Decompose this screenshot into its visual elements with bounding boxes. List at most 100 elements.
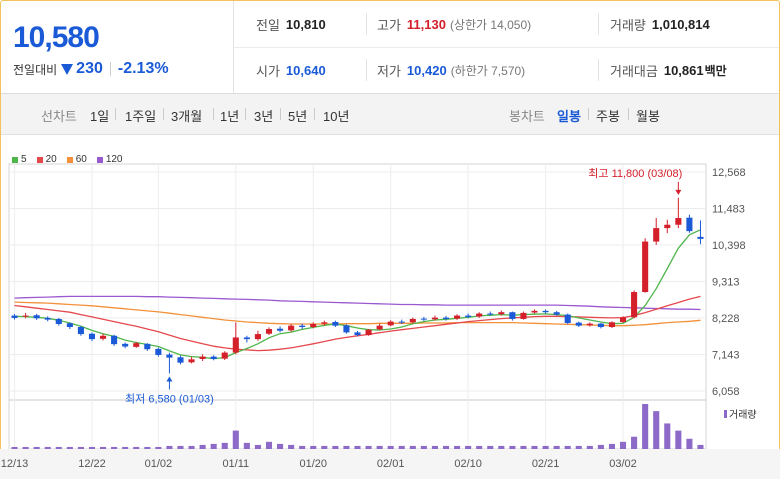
candle-body <box>55 318 62 324</box>
volume-bar <box>597 444 604 449</box>
candle-body <box>387 321 394 326</box>
change-value: 230 <box>76 60 103 77</box>
candle-body <box>542 310 549 313</box>
current-price: 10,580 <box>13 21 100 54</box>
divider <box>115 108 116 120</box>
amount-label: 거래대금 <box>610 63 658 79</box>
legend-swatch <box>96 156 103 163</box>
high-annotation: 최고 11,800 (03/08) <box>588 167 682 180</box>
legend-item-ma5[interactable]: 5 <box>12 154 27 165</box>
volume-legend-swatch <box>724 410 727 418</box>
candle-body <box>299 325 306 328</box>
legend-item-ma120[interactable]: 120 <box>96 154 123 165</box>
volume-bar <box>553 445 560 449</box>
divider <box>598 13 599 35</box>
candle-body <box>586 323 593 326</box>
volume-bar <box>66 446 73 449</box>
volume-bar <box>664 423 671 449</box>
prev-close-value: 10,810 <box>285 16 326 32</box>
volume-bar <box>232 430 239 449</box>
tab-3y[interactable]: 3년 <box>254 109 274 124</box>
tab-1y[interactable]: 1년 <box>220 109 240 124</box>
candle-body <box>442 317 450 319</box>
candle-body <box>310 323 317 328</box>
volume-bar <box>387 445 394 449</box>
y-tick-label: 6,058 <box>712 386 740 398</box>
volume-bar <box>88 446 96 449</box>
candle-body <box>509 312 516 319</box>
x-tick-label: 01/02 <box>145 458 173 470</box>
legend-label: 120 <box>105 154 123 165</box>
low-label: 저가 <box>377 63 401 79</box>
volume-bar <box>133 446 140 449</box>
legend-swatch <box>36 156 43 163</box>
stats-table: 전일 10,810 고가 11,130 (상한가 14,050) 거래량 1,0… <box>234 1 779 93</box>
legend-label: 20 <box>45 154 57 165</box>
candle-body <box>277 328 284 331</box>
volume-bar <box>310 445 317 449</box>
candle-body <box>88 333 96 340</box>
volume-bar <box>177 445 184 449</box>
tab-monthly[interactable]: 월봉 <box>636 109 660 124</box>
upper-limit-note: (상한가 14,050) <box>449 17 532 32</box>
ma120-line <box>14 295 701 311</box>
tab-1d[interactable]: 1일 <box>90 109 110 124</box>
candle-body <box>487 313 494 315</box>
x-tick-label: 02/21 <box>532 458 560 470</box>
x-tick-label: 01/11 <box>222 458 249 470</box>
prev-close-label: 전일 <box>256 17 280 33</box>
divider <box>588 108 589 120</box>
candle-body <box>686 217 693 232</box>
tab-daily[interactable]: 일봉 <box>557 109 581 124</box>
chart-legend: 5 20 60 120 <box>12 154 123 165</box>
high-arrow-head <box>675 189 682 195</box>
volume-bar <box>619 441 627 449</box>
volume-bar <box>586 445 593 449</box>
volume-bar <box>531 445 538 449</box>
tab-10y[interactable]: 10년 <box>323 109 350 124</box>
volume-bar <box>365 445 372 449</box>
high-label: 고가 <box>377 17 401 33</box>
volume-bar <box>686 438 693 449</box>
volume-bar <box>376 445 383 449</box>
chart-period-tabs: 선차트 1일 1주일 3개월 1년 3년 5년 10년 봉차트 일봉 주봉 월봉 <box>1 94 779 135</box>
candle-body <box>642 241 649 293</box>
tab-3m[interactable]: 3개월 <box>171 109 203 124</box>
candle-body <box>354 332 361 336</box>
legend-swatch <box>66 156 73 163</box>
candle-body <box>221 352 228 359</box>
candle-body <box>321 322 328 324</box>
tab-1w[interactable]: 1주일 <box>125 109 157 124</box>
candle-body <box>188 359 195 363</box>
y-tick-label: 10,398 <box>712 240 746 252</box>
candle-body <box>343 325 350 333</box>
tab-5y[interactable]: 5년 <box>288 109 308 124</box>
candle-body <box>243 337 250 340</box>
candle-body <box>288 325 295 331</box>
volume-stat: 거래량 1,010,814 <box>610 1 710 47</box>
candle-body <box>332 321 339 326</box>
candle-body <box>520 312 527 319</box>
candle-body <box>454 315 461 319</box>
tab-weekly[interactable]: 주봉 <box>596 109 620 124</box>
volume-value: 1,010,814 <box>651 16 710 32</box>
volume-bar <box>55 446 62 449</box>
x-tick-label: 12/22 <box>78 458 106 470</box>
volume-bar <box>144 446 151 449</box>
volume-bar <box>210 443 217 449</box>
volume-bar <box>199 444 206 449</box>
high-value: 11,130 <box>406 16 446 32</box>
volume-bar <box>122 446 129 449</box>
stats-row-2: 시가 10,640 저가 10,420 (하한가 7,570) 거래대금 10,… <box>234 47 779 93</box>
volume-bar <box>564 445 571 449</box>
legend-item-ma60[interactable]: 60 <box>66 154 87 165</box>
candle-body <box>11 315 18 318</box>
volume-bar <box>420 445 427 449</box>
volume-bar <box>277 443 284 449</box>
legend-item-ma20[interactable]: 20 <box>36 154 57 165</box>
volume-bar <box>454 445 461 449</box>
volume-bar <box>44 446 51 449</box>
candle-body <box>420 318 427 320</box>
volume-bar <box>542 445 549 449</box>
volume-bar <box>409 445 416 449</box>
